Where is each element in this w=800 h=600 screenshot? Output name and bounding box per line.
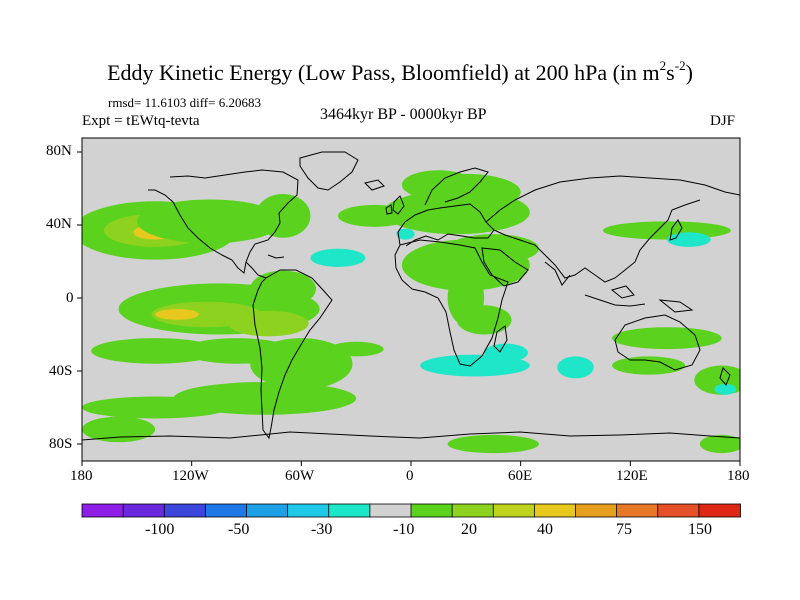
colorbar-label: 40 <box>537 521 553 538</box>
lon-label-120w: 120W <box>172 468 209 484</box>
lon-label-180w: 180 <box>70 468 93 484</box>
colorbar-swatch <box>122 503 166 518</box>
lon-label-60w: 60W <box>285 468 315 484</box>
colorbar <box>81 503 741 518</box>
lat-label-80s: 80S <box>49 436 73 452</box>
contour-region <box>255 193 311 238</box>
contour-region <box>250 270 316 308</box>
colorbar-label: 75 <box>616 521 632 538</box>
contour-region <box>557 356 594 379</box>
colorbar-label: 150 <box>688 521 712 538</box>
colorbar-label: -10 <box>393 521 415 538</box>
axis-ticks <box>77 151 741 466</box>
colorbar-swatch <box>533 503 577 518</box>
experiment-label: Expt = tEWtq-tevta <box>82 113 200 129</box>
contour-region <box>411 173 521 211</box>
contour-region <box>612 327 722 350</box>
title-mid: s <box>666 60 675 85</box>
lon-label-120e: 120E <box>616 468 648 484</box>
season-label: DJF <box>710 113 736 129</box>
title-superscript-1: 2 <box>659 58 667 73</box>
lat-label-0: 0 <box>66 290 74 306</box>
lat-label-80n: 80N <box>46 143 72 159</box>
lon-label-0: 0 <box>406 468 414 484</box>
colorbar-label: 20 <box>461 521 477 538</box>
colorbar-swatch <box>204 503 248 518</box>
contour-region <box>612 356 686 375</box>
colorbar-label: -100 <box>145 521 175 538</box>
contour-region <box>155 308 199 320</box>
contour-region <box>328 341 384 357</box>
colorbar-swatch <box>492 503 536 518</box>
contour-region <box>136 199 284 244</box>
contour-region <box>91 338 220 364</box>
colorbar-swatch <box>246 503 289 518</box>
contour-region <box>396 228 415 240</box>
coastlines <box>82 151 740 441</box>
period-label: 3464kyr BP - 0000kyr BP <box>320 106 487 123</box>
title-main: Eddy Kinetic Energy (Low Pass, Bloomfiel… <box>107 60 660 85</box>
contour-region <box>447 234 539 264</box>
colorbar-swatch <box>328 503 371 518</box>
contour-region <box>173 381 357 415</box>
colorbar-label: -30 <box>311 521 333 538</box>
contour-region <box>82 416 156 443</box>
lat-label-40n: 40N <box>46 216 72 232</box>
colorbar-swatch <box>81 503 125 518</box>
lon-label-60e: 60E <box>508 468 533 484</box>
colorbar-swatch <box>163 503 207 518</box>
colorbar-swatch <box>410 503 454 518</box>
colorbar-swatch <box>451 503 495 518</box>
contour-region <box>602 221 731 240</box>
colorbar-swatch <box>698 503 741 518</box>
colorbar-swatch <box>657 503 700 518</box>
contour-region <box>310 248 366 267</box>
contour-region <box>666 232 711 247</box>
contour-region <box>484 343 528 362</box>
colorbar-swatch <box>287 503 330 518</box>
colorbar-swatch <box>575 503 618 518</box>
contour-region <box>228 310 309 337</box>
contour-region <box>250 338 353 390</box>
colorbar-label: -50 <box>228 521 250 538</box>
contour-region <box>699 434 740 454</box>
chart-title: Eddy Kinetic Energy (Low Pass, Bloomfiel… <box>0 58 800 86</box>
contour-region <box>714 383 737 395</box>
lon-label-180e: 180 <box>727 468 750 484</box>
stats-text: rmsd= 11.6103 diff= 6.20683 <box>108 95 261 110</box>
colorbar-swatch <box>369 503 412 518</box>
contour-region <box>447 434 539 454</box>
title-end: ) <box>685 60 693 85</box>
contour-region <box>447 270 485 326</box>
title-superscript-2: -2 <box>674 58 686 73</box>
lat-label-40s: 40S <box>49 363 73 379</box>
colorbar-swatch <box>616 503 659 518</box>
